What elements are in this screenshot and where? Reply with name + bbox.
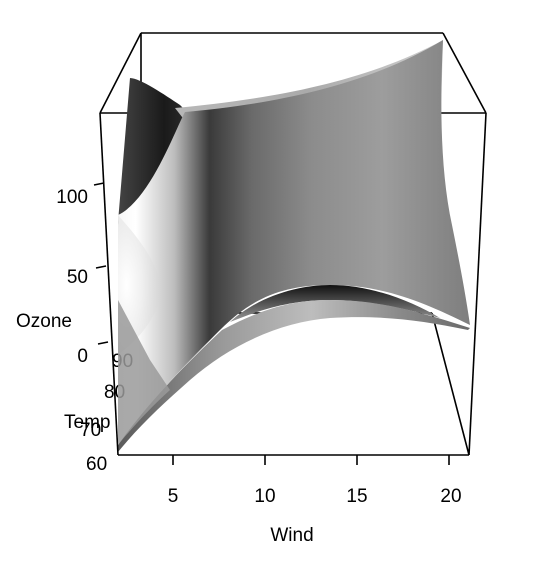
z-tick-label-50: 50 [67, 267, 88, 288]
surface-front-sheet [118, 300, 470, 452]
x-tick-label-20: 20 [440, 486, 461, 507]
z-axis-title: Ozone [16, 311, 72, 332]
plot-box-front [99, 112, 487, 456]
y-axis-title: Temp [64, 412, 110, 433]
x-axis: 5 10 15 20 Wind [168, 455, 462, 546]
surface-main-body [118, 40, 470, 445]
y-tick-label-60: 60 [86, 454, 107, 475]
z-tick-label-0: 0 [77, 346, 88, 367]
surface-mesh [118, 40, 470, 452]
y-tick-label-70: 70 [80, 420, 101, 441]
surface-trough [230, 285, 440, 322]
x-tick-label-10: 10 [254, 486, 275, 507]
z-tick-50 [95, 265, 107, 269]
z-axis: 100 50 0 Ozone [16, 182, 109, 367]
surface-front-edge [118, 300, 170, 445]
z-tick-0 [97, 341, 109, 345]
x-axis-title: Wind [270, 525, 313, 546]
z-tick-label-100: 100 [56, 187, 88, 208]
x-tick-label-5: 5 [168, 486, 179, 507]
x-tick-label-15: 15 [346, 486, 367, 507]
z-tick-100 [93, 182, 105, 186]
